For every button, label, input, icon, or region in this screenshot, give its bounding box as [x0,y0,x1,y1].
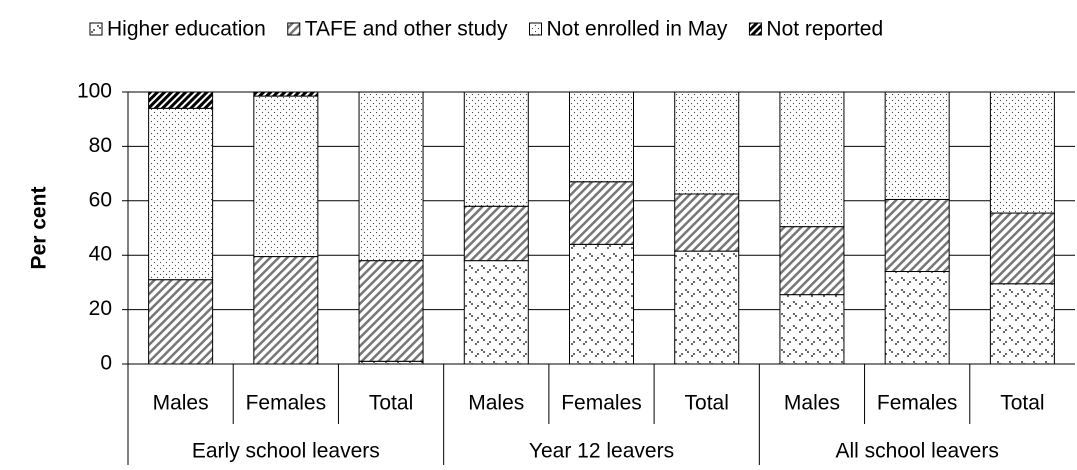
x-tick-label: Total [1000,392,1044,415]
x-tick-label: Females [561,392,642,415]
bar-segment [674,250,740,365]
bar-segment [253,95,319,258]
bar-segment [148,279,214,365]
bar-segment [884,198,950,273]
x-tick-label: Males [784,392,840,415]
legend-label: Not reported [766,18,883,41]
bar-segment [779,294,845,365]
legend-swatch [287,22,301,36]
y-axis-label: Per cent [28,187,51,270]
bar-segment [358,91,424,262]
y-tick-label: 100 [77,80,112,103]
x-tick-label: Females [246,392,327,415]
bar-segment [989,283,1055,365]
x-tick-label: Males [468,392,524,415]
bar-segment [358,260,424,362]
y-tick-label: 60 [89,188,112,211]
x-tick-label: Females [877,392,958,415]
legend-swatch [529,22,542,36]
bar-segment [148,107,214,281]
bar-segment [253,91,319,97]
bar-segment [779,91,845,228]
y-tick-label: 80 [89,134,112,157]
legend-label: Not enrolled in May [547,18,728,41]
x-tick-label: Total [685,392,729,415]
legend-label: TAFE and other study [305,18,508,41]
y-tick-label: 0 [100,352,112,375]
bar-segment [674,91,740,195]
bar-segment [884,91,950,200]
x-tick-label: Total [369,392,413,415]
legend-swatch [89,22,103,36]
bar-segment [884,271,950,365]
y-tick-label: 20 [89,297,112,320]
bar-segment [253,256,319,365]
group-label: Year 12 leavers [529,440,674,463]
x-tick-label: Males [153,392,209,415]
bar-segment [463,260,529,365]
bar-segment [463,91,529,207]
bar-segment [463,205,529,262]
bar-segment [148,91,214,109]
bar-segment [674,193,740,252]
bar-segment [989,212,1055,285]
bar-segment [569,181,634,245]
legend-label: Higher education [107,18,266,41]
bar-segment [569,91,634,183]
bar-segment [989,91,1055,214]
bar-segment [569,243,634,365]
y-tick-label: 40 [89,243,112,266]
legend-swatch [748,22,762,36]
bar-segment [779,226,845,296]
group-label: All school leavers [835,440,998,463]
group-label: Early school leavers [192,440,380,463]
